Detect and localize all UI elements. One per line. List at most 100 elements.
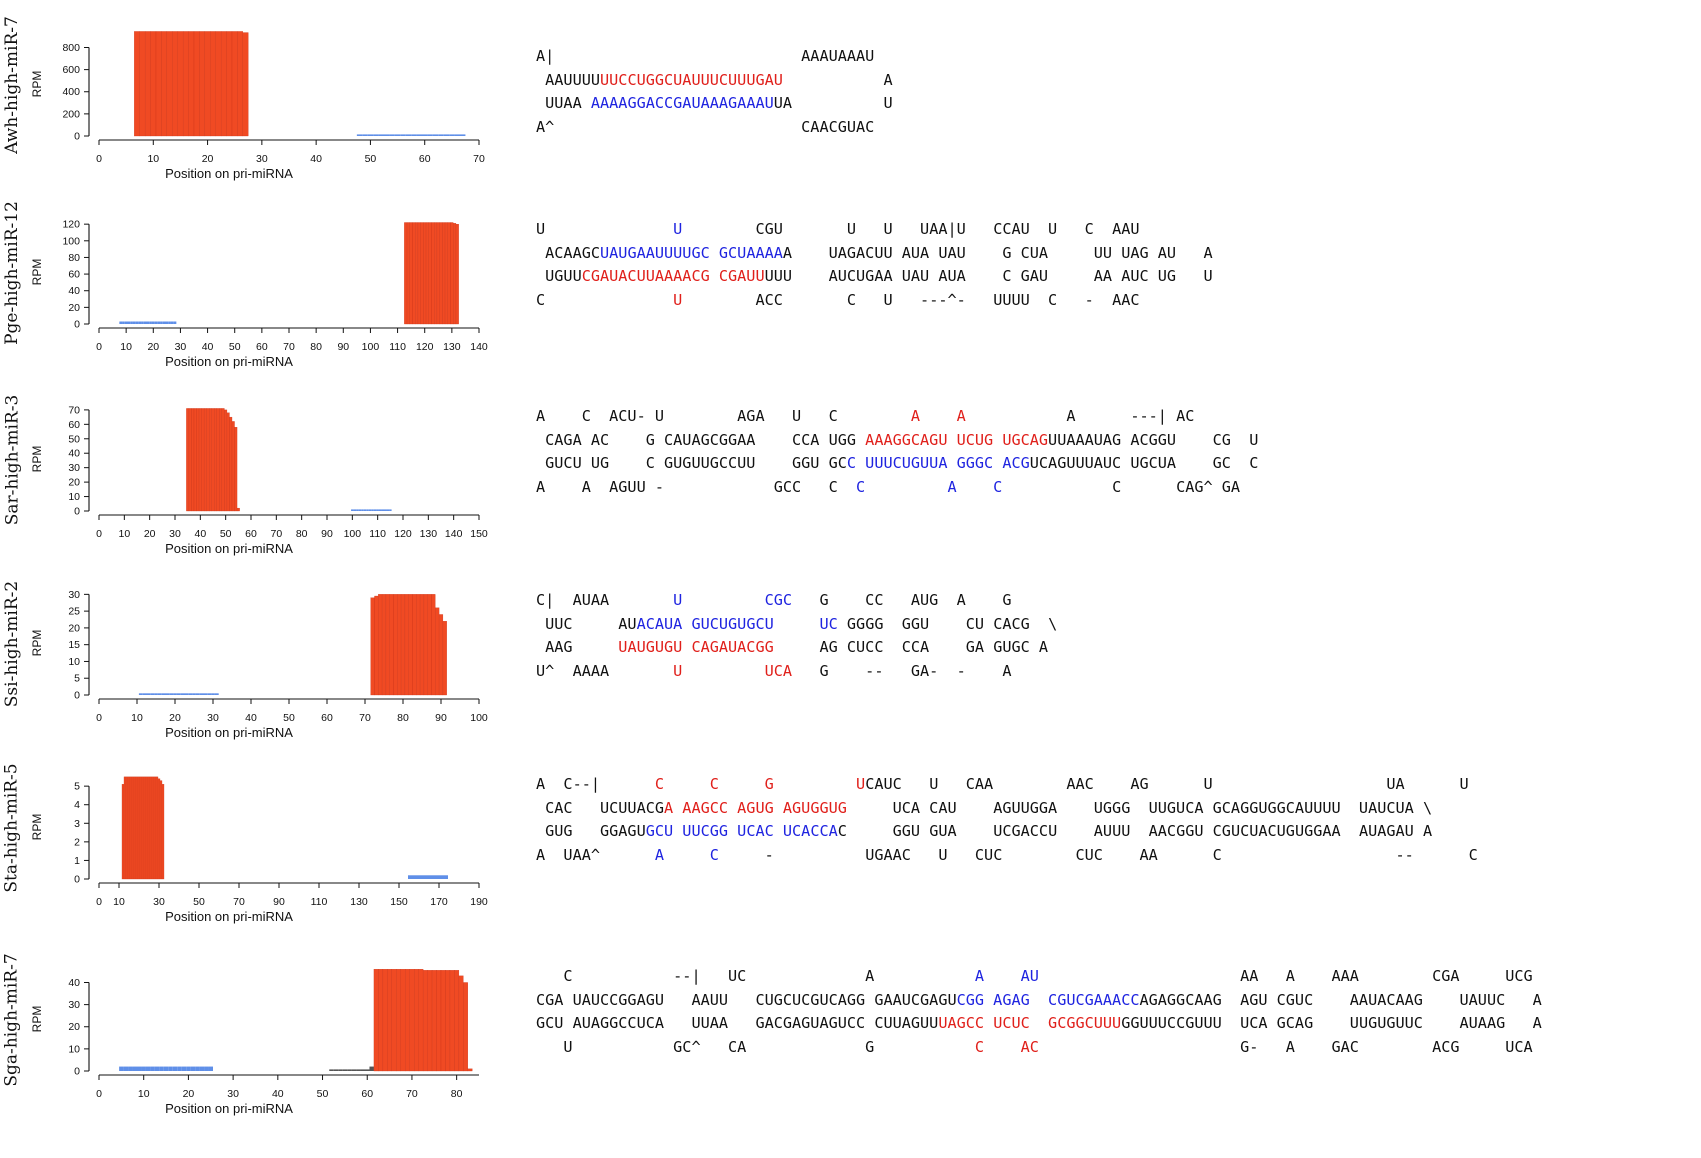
mature-bar xyxy=(391,969,397,1072)
mature-bar xyxy=(149,776,153,880)
x-tick-label: 20 xyxy=(169,712,181,724)
y-tick-label: 40 xyxy=(68,977,80,989)
panel-title: Awh-high-miR-7 xyxy=(0,10,24,160)
star-bar xyxy=(353,509,357,511)
y-axis-label: RPM xyxy=(30,814,44,841)
y-axis-label: RPM xyxy=(30,259,44,286)
mature-bar xyxy=(436,222,440,325)
sequence-segment: AA A AAA CGA UCG xyxy=(1038,967,1533,985)
hairpin-structure: A C--| C C G UCAUC U CAA AAC AG U UA U C… xyxy=(536,773,1478,867)
star-bar xyxy=(438,875,440,879)
y-tick-label: 0 xyxy=(74,131,80,143)
star-bar xyxy=(122,321,125,324)
star-bar xyxy=(128,1066,133,1071)
star-bar xyxy=(412,875,414,879)
star-bar xyxy=(416,134,422,136)
hairpin-structure: C| AUAA U CGC G CC AUG A G UUC AUACAUA G… xyxy=(536,589,1057,683)
x-tick-label: 30 xyxy=(227,1088,239,1100)
x-tick-label: 80 xyxy=(451,1088,463,1100)
sequence-segment: A UAA^ xyxy=(536,845,655,864)
sequence-segment: GUCU UG C GUGUUGCCUU GGU GC xyxy=(536,454,847,472)
mature-bar xyxy=(131,776,135,880)
read-coverage-plot: 0 5 10 15 20 25 30 RPM 0 10 20 30 40 50 60 70 80 90 100 Pos… xyxy=(30,589,488,740)
star-bar xyxy=(418,875,420,879)
mature-bar xyxy=(234,427,238,512)
x-axis-label: Position on pri-miRNA xyxy=(165,541,293,556)
star-bar xyxy=(351,509,354,511)
star-bar xyxy=(157,321,161,324)
structure-line: UUC AUACAUA GUCUGUGCU UC GGGG GGU CU CAC… xyxy=(536,613,1057,637)
mature-bar xyxy=(405,969,410,1072)
sequence-segment: A A AGUU - GCC C xyxy=(536,477,857,496)
series-mature xyxy=(404,222,459,325)
star-bar xyxy=(157,693,162,695)
mature-bar xyxy=(447,222,451,325)
star-bar xyxy=(146,693,151,695)
x-tick-label: 0 xyxy=(96,1088,102,1100)
x-tick-label: 140 xyxy=(445,528,463,540)
mature-bar xyxy=(463,982,468,1072)
star-bar xyxy=(432,875,434,879)
star-bar xyxy=(376,509,379,511)
star-bar xyxy=(366,509,369,511)
mature-bar xyxy=(161,31,168,137)
sequence-segment: CGU U U UAA|U CCAU U C AAU xyxy=(682,220,1140,238)
x-tick-label: 40 xyxy=(272,1088,284,1100)
mature-sequence: UAGCC UCUC GCGGCUUU xyxy=(938,1014,1122,1032)
y-tick-label: 70 xyxy=(68,404,80,416)
x-tick-label: 0 xyxy=(96,896,102,908)
structure-line: C --| UC A A AU AA A AAA CGA UCG xyxy=(536,965,1542,989)
mature-bar xyxy=(450,222,454,325)
series-mature xyxy=(121,776,165,880)
mature-bar xyxy=(417,222,421,325)
mature-bar xyxy=(139,776,143,880)
panel-title: Sar-high-miR-3 xyxy=(0,385,24,535)
y-tick-label: 0 xyxy=(74,690,80,702)
panel-awh-high-mir-7: Awh-high-miR-7 0 200 400 600 800 RPM 0 10 20 30 40 5… xyxy=(0,10,1701,190)
star-bar xyxy=(132,321,136,324)
star-bar xyxy=(428,875,430,879)
mature-bar xyxy=(373,969,379,1072)
star-bar xyxy=(160,321,163,324)
y-tick-label: 60 xyxy=(68,269,80,281)
star-bar xyxy=(211,693,215,695)
mature-bar xyxy=(214,408,217,512)
sequence-segment: G- A GAC ACG UCA xyxy=(1038,1037,1533,1056)
star-bar xyxy=(367,134,374,136)
star-bar xyxy=(389,134,395,136)
sequence-segment: AGAGGCAAG AGU CGUC AAUACAAG UAUUC A xyxy=(1139,990,1542,1009)
y-tick-label: 3 xyxy=(74,818,80,830)
star-bar xyxy=(214,693,219,695)
mature-bar xyxy=(155,776,159,880)
x-tick-label: 140 xyxy=(470,341,488,353)
mature-bar xyxy=(442,222,446,325)
mature-bar xyxy=(177,31,184,137)
panel-title-label: Sar-high-miR-3 xyxy=(2,394,22,526)
mature-bar xyxy=(125,776,129,880)
x-tick-label: 60 xyxy=(361,1088,373,1100)
star-bar xyxy=(163,1066,169,1071)
x-tick-label: 60 xyxy=(256,341,268,353)
star-bar xyxy=(150,693,155,695)
y-tick-label: 20 xyxy=(68,477,80,489)
star-bar xyxy=(207,693,212,695)
panel-title-label: Sga-high-miR-7 xyxy=(2,953,23,1087)
star-bar xyxy=(384,134,390,136)
star-bar xyxy=(184,693,189,695)
y-tick-label: 80 xyxy=(68,252,80,264)
mature-bar xyxy=(389,594,394,696)
sequence-segment: GCU AUAGGCCUCA UUAA GACGAGUAGUCC CUUAGUU xyxy=(536,1014,939,1032)
star-bar xyxy=(356,134,363,136)
x-tick-label: 40 xyxy=(194,528,206,540)
star-bar xyxy=(203,693,208,695)
mature-bar xyxy=(193,31,200,137)
star-bar xyxy=(177,1066,182,1071)
structure-line: A| AAAUAAAU xyxy=(536,45,893,69)
star-bar xyxy=(188,693,193,695)
mature-bar xyxy=(423,594,428,696)
y-tick-label: 200 xyxy=(62,108,80,120)
mature-bar xyxy=(188,31,195,137)
structure-line: C| AUAA U CGC G CC AUG A G xyxy=(536,589,1057,613)
other-bar xyxy=(347,1069,352,1071)
mature-bar xyxy=(420,222,424,325)
